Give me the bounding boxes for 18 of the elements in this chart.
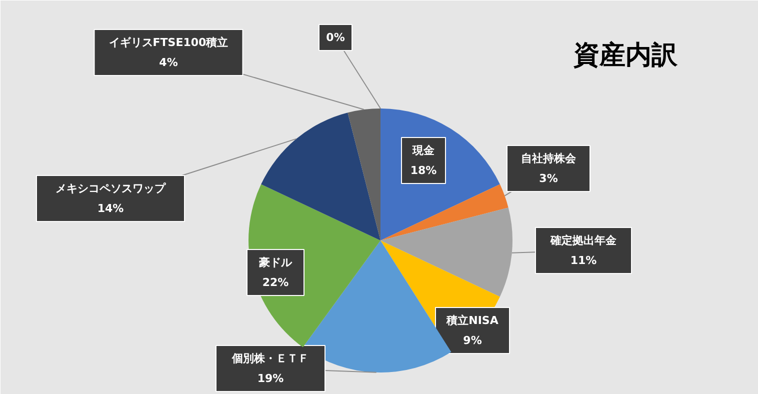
data-label: 9% xyxy=(463,334,482,347)
data-label: 4% xyxy=(159,56,178,69)
slice-label: 自社持株会 xyxy=(521,152,577,165)
slice-label: 積立NISA xyxy=(446,314,499,327)
data-label: 14% xyxy=(97,202,124,215)
data-label: 3% xyxy=(539,172,558,185)
slice-label: イギリスFTSE100積立 xyxy=(108,36,228,49)
data-label: 19% xyxy=(257,372,284,385)
slice-label: 個別株・ＥＴＦ xyxy=(231,352,309,365)
slice-label: 豪ドル xyxy=(258,256,293,269)
data-label: 11% xyxy=(570,254,597,267)
slice-label: メキシコペソスワップ xyxy=(56,182,166,195)
chart-title: 資産内訳 xyxy=(572,40,678,70)
slice-label: 確定拠出年金 xyxy=(550,234,618,247)
slice-label: 現金 xyxy=(412,144,436,157)
data-label: 22% xyxy=(262,276,289,289)
data-label: 18% xyxy=(410,164,437,177)
text: 0% xyxy=(326,31,345,44)
